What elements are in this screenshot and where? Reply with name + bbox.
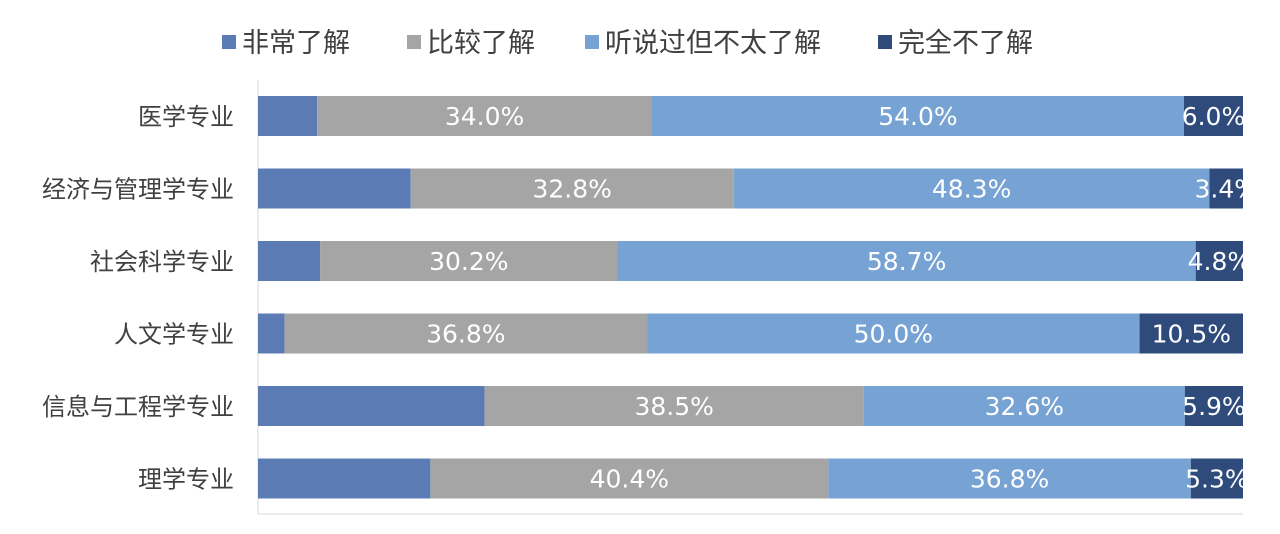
bar-segment (484, 386, 864, 426)
data-label: 3.4% (1194, 175, 1258, 204)
data-label: 34.0% (445, 102, 524, 131)
category-label: 医学专业 (138, 103, 234, 131)
data-label: 4.8% (1188, 247, 1252, 276)
bar-segment (1184, 386, 1243, 426)
data-label: 10.5% (1152, 320, 1231, 349)
data-label: 48.3% (932, 175, 1011, 204)
data-label: 50.0% (854, 320, 933, 349)
bar-segment (284, 313, 648, 354)
legend-item: 听说过但不太了解 (585, 28, 821, 59)
bar-segment (617, 241, 1196, 281)
legend-label: 比较了解 (427, 28, 535, 59)
bar-segment (317, 96, 652, 136)
data-label: 36.8% (426, 320, 505, 349)
bar-segment (647, 313, 1140, 354)
legend-swatch (878, 35, 892, 49)
data-label: 40.4% (590, 465, 669, 494)
data-label: 5.9% (1182, 392, 1246, 421)
data-label: 30.2% (429, 247, 508, 276)
bar-segment (1195, 241, 1243, 281)
bar-segment (863, 386, 1185, 426)
legend-item: 非常了解 (222, 28, 350, 59)
bar-segment (410, 168, 734, 209)
bar-segment (652, 96, 1184, 136)
legend-item: 比较了解 (407, 28, 535, 59)
bar-row: 30.2% 58.7% 4.8% (258, 241, 1251, 281)
bar-segment (258, 313, 285, 354)
legend-label: 非常了解 (242, 28, 350, 59)
bar-row: 38.5% 32.6% 5.9% (258, 386, 1246, 426)
legend-label: 完全不了解 (898, 28, 1033, 59)
bar-segment (1190, 458, 1243, 499)
bar-segment (733, 168, 1210, 209)
bar-segment (828, 458, 1191, 499)
legend-swatch (585, 35, 599, 49)
bar-row: 34.0% 54.0% 6.0% (258, 96, 1245, 136)
data-label: 36.8% (970, 465, 1049, 494)
bar-row: 36.8% 50.0% 10.5% (258, 313, 1243, 354)
bar-segment (1209, 168, 1243, 209)
bar-segment (1183, 96, 1243, 136)
bar-segment (1139, 313, 1243, 354)
bar-segment (258, 386, 485, 426)
chart-legend: 非常了解 比较了解 听说过但不太了解 完全不了解 (222, 28, 1033, 59)
bar-row: 40.4% 36.8% 5.3% (258, 458, 1249, 499)
data-label: 54.0% (878, 102, 957, 131)
plot-area: 34.0% 54.0% 6.0% 32.8% 48.3% 3.4% 30.2% 58.7% 4.… (258, 96, 1258, 499)
data-label: 38.5% (634, 392, 713, 421)
data-label: 6.0% (1182, 102, 1246, 131)
bar-segment (258, 96, 318, 136)
bar-segment (258, 458, 431, 499)
category-label: 信息与工程学专业 (42, 393, 234, 421)
category-label: 社会科学专业 (90, 248, 234, 276)
bar-row: 32.8% 48.3% 3.4% (258, 168, 1258, 209)
category-label: 人文学专业 (114, 321, 234, 349)
legend-swatch (407, 35, 421, 49)
data-label: 32.6% (985, 392, 1064, 421)
data-label: 32.8% (533, 175, 612, 204)
legend-label: 听说过但不太了解 (605, 28, 821, 59)
category-label: 经济与管理学专业 (42, 176, 234, 204)
bar-segment (258, 241, 321, 281)
legend-item: 完全不了解 (878, 28, 1033, 59)
legend-swatch (222, 35, 236, 49)
data-label: 58.7% (867, 247, 946, 276)
bar-segment (430, 458, 829, 499)
data-label: 5.3% (1185, 465, 1249, 494)
bar-segment (258, 168, 411, 209)
bar-segment (320, 241, 618, 281)
category-label: 理学专业 (138, 466, 234, 494)
